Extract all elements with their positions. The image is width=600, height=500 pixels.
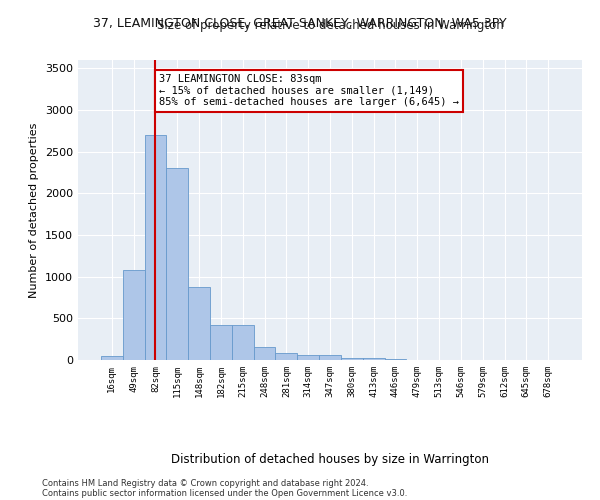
Bar	[188, 286, 210, 360]
Text: Contains public sector information licensed under the Open Government Licence v3: Contains public sector information licen…	[42, 488, 407, 498]
Title: Size of property relative to detached houses in Warrington: Size of property relative to detached ho…	[157, 20, 503, 32]
Y-axis label: Number of detached properties: Number of detached properties	[29, 122, 40, 298]
Text: Contains HM Land Registry data © Crown copyright and database right 2024.: Contains HM Land Registry data © Crown c…	[42, 478, 368, 488]
Bar	[363, 358, 385, 360]
Bar	[101, 356, 123, 360]
Bar	[341, 358, 363, 360]
Bar	[319, 356, 341, 360]
Bar	[166, 168, 188, 360]
Bar	[232, 325, 254, 360]
X-axis label: Distribution of detached houses by size in Warrington: Distribution of detached houses by size …	[171, 452, 489, 466]
Bar	[275, 352, 297, 360]
Bar	[145, 135, 166, 360]
Text: 37 LEAMINGTON CLOSE: 83sqm
← 15% of detached houses are smaller (1,149)
85% of s: 37 LEAMINGTON CLOSE: 83sqm ← 15% of deta…	[159, 74, 459, 108]
Text: 37, LEAMINGTON CLOSE, GREAT SANKEY, WARRINGTON, WA5 3PY: 37, LEAMINGTON CLOSE, GREAT SANKEY, WARR…	[93, 18, 507, 30]
Bar	[210, 325, 232, 360]
Bar	[297, 355, 319, 360]
Bar	[123, 270, 145, 360]
Bar	[254, 347, 275, 360]
